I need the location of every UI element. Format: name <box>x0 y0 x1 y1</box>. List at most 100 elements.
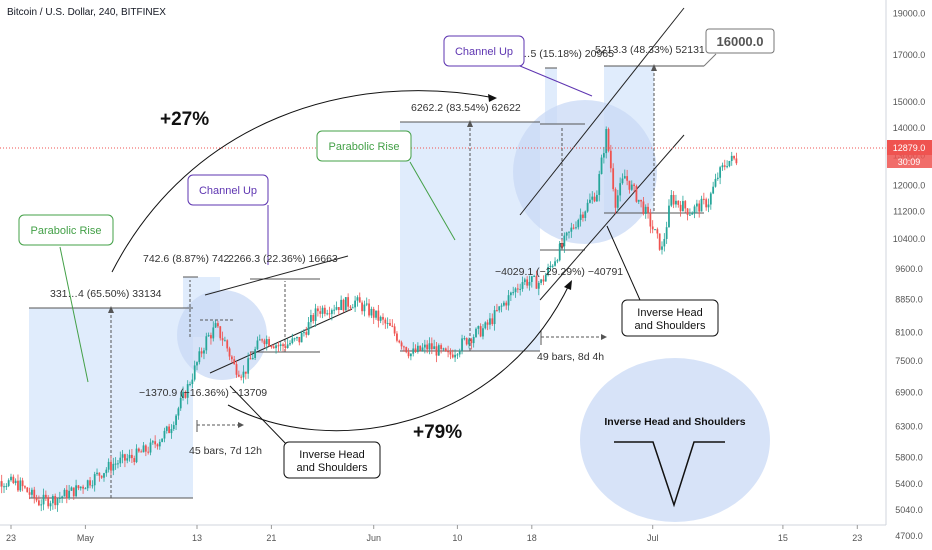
candle-body <box>421 347 424 351</box>
callout-ihs-1[interactable] <box>283 441 381 479</box>
candle-body <box>179 397 182 409</box>
callout-channel-1[interactable] <box>187 174 269 206</box>
candle-body <box>175 415 177 426</box>
candle-body <box>291 338 294 344</box>
time-axis[interactable] <box>0 525 886 550</box>
candle-body <box>349 306 352 308</box>
candle-body <box>537 282 540 289</box>
candle-body <box>61 496 64 498</box>
pattern-circle-2 <box>513 100 657 244</box>
candle-body <box>407 352 410 357</box>
candle-body <box>695 203 698 207</box>
candle-body <box>449 351 452 355</box>
callout-parabolic-1[interactable] <box>18 214 114 246</box>
candle-body <box>589 199 591 203</box>
callout-channel-2[interactable] <box>443 35 525 67</box>
candle-body <box>137 448 140 452</box>
candle-body <box>512 292 515 294</box>
candle-body <box>5 485 8 487</box>
candle-body <box>33 489 36 498</box>
candle-body <box>117 463 119 465</box>
candle-body <box>7 480 10 486</box>
candle-body <box>272 346 275 349</box>
callout-channel-1-text: Channel Up <box>199 185 257 197</box>
price-label: 14000.0 <box>893 123 926 133</box>
callout-ihs-2-line2: and Shoulders <box>635 320 706 332</box>
candle-body <box>584 211 587 218</box>
candle-body <box>42 494 45 505</box>
callout-parabolic-2-text: Parabolic Rise <box>329 141 400 153</box>
candle-body <box>51 496 54 504</box>
time-label: 15 <box>778 533 788 543</box>
target-box[interactable] <box>705 28 775 54</box>
candle-body <box>500 305 503 307</box>
candle-body <box>237 374 240 377</box>
candle-body <box>700 198 703 212</box>
candle-body <box>72 487 75 497</box>
callout-parabolic-2[interactable] <box>316 130 412 162</box>
candle-body <box>347 297 350 307</box>
candle-body <box>521 282 524 289</box>
candle-body <box>726 166 728 168</box>
candle-body <box>196 362 198 366</box>
candle-body <box>335 307 338 310</box>
candle-body <box>542 279 545 282</box>
candle-body <box>121 454 124 458</box>
candle-body <box>326 313 329 315</box>
candle-body <box>670 194 673 206</box>
measure-label-8: −4029.1 (−29.29%) −40791 <box>495 266 623 278</box>
candle-body <box>626 176 629 181</box>
candle-body <box>49 503 52 507</box>
candle-body <box>375 310 377 318</box>
measure-label-1: 331…4 (65.50%) 33134 <box>50 288 162 300</box>
candle-body <box>203 350 205 354</box>
candle-body <box>361 302 363 312</box>
candle-body <box>382 316 384 320</box>
candle-body <box>644 206 647 214</box>
callout-ihs-1-line2: and Shoulders <box>297 462 368 474</box>
callout-channel-2-text: Channel Up <box>455 46 513 58</box>
candle-body <box>582 214 584 218</box>
candle-body <box>458 350 461 355</box>
candle-body <box>426 344 429 350</box>
candle-body <box>198 351 201 363</box>
candle-body <box>330 310 333 314</box>
candle-body <box>300 332 303 343</box>
candle-body <box>709 193 712 205</box>
candle-body <box>200 351 203 354</box>
candle-body <box>351 307 354 309</box>
candle-body <box>168 426 170 434</box>
candle-body <box>526 279 529 286</box>
candle-body <box>686 208 689 215</box>
candle-body <box>177 408 180 416</box>
candle-body <box>298 336 301 343</box>
candle-body <box>579 214 582 220</box>
candle-body <box>444 348 447 352</box>
price-axis[interactable] <box>886 0 932 550</box>
candle-body <box>556 260 559 262</box>
candle-body <box>284 346 287 349</box>
candle-body <box>212 327 215 339</box>
candle-body <box>693 206 696 213</box>
ihs-diagram-shape <box>614 441 725 508</box>
candle-body <box>63 489 66 497</box>
candle-body <box>372 308 375 318</box>
candle-body <box>103 473 105 478</box>
candle-body <box>170 429 173 434</box>
candle-body <box>707 204 710 208</box>
measure-label-6: 5213.3 (48.33%) 52131 <box>595 44 705 56</box>
time-label: Jun <box>366 533 381 543</box>
candle-body <box>447 351 449 353</box>
candle-body <box>312 315 315 321</box>
candle-body <box>463 338 466 340</box>
candle-body <box>616 195 619 208</box>
candle-body <box>714 178 717 187</box>
callout-ihs-2[interactable] <box>621 299 719 337</box>
candle-body <box>419 345 422 351</box>
arc-top <box>111 90 496 273</box>
candle-body <box>649 212 652 227</box>
candle-body <box>172 425 175 430</box>
candle-body <box>44 494 47 498</box>
